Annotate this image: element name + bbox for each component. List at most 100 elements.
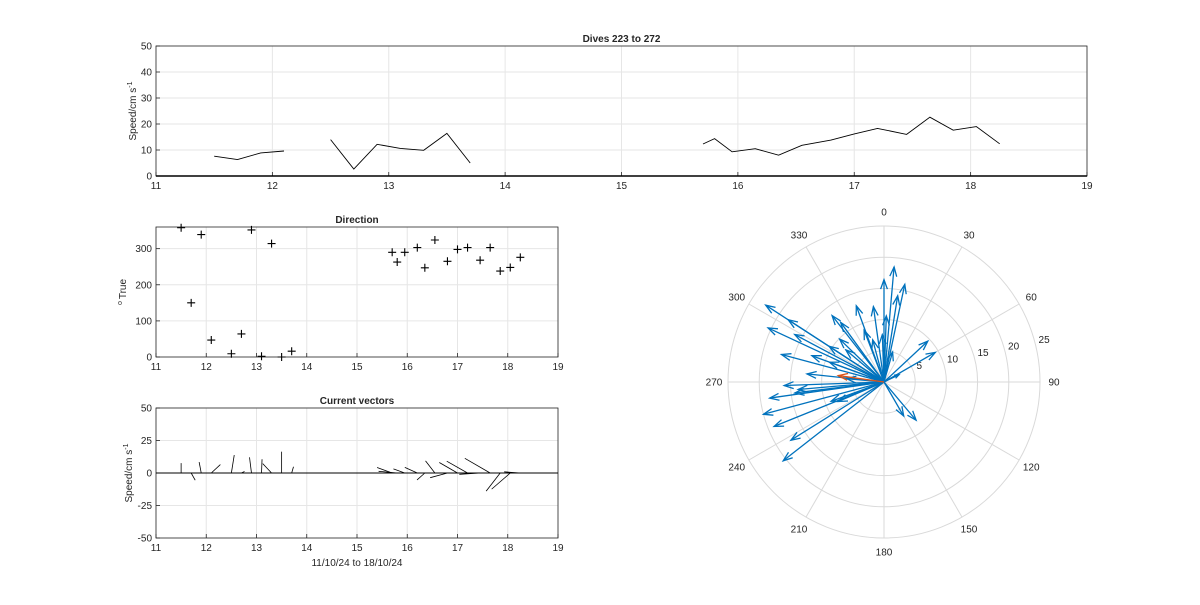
direction-point xyxy=(257,352,266,361)
compass-panel: 0 30 60 90 120 150 180 210 240 270 300 330 5 10 15 20 25 xyxy=(706,208,1060,559)
direction-point xyxy=(463,243,472,252)
compass-vector-head xyxy=(796,384,809,393)
y-tick-label: 40 xyxy=(141,68,153,79)
direction-point xyxy=(247,225,256,234)
compass-vector-shaft xyxy=(781,353,885,383)
compass-vector-shaft xyxy=(883,340,929,383)
compass-mean-vector xyxy=(836,372,885,383)
angle-tick-label: 300 xyxy=(728,293,745,304)
angle-tick-label: 270 xyxy=(706,378,723,389)
compass-vector xyxy=(766,327,885,383)
current-vector-stick xyxy=(190,472,196,481)
current-vector-stick xyxy=(464,457,491,474)
direction-point xyxy=(393,258,402,267)
compass-vector-shaft xyxy=(839,338,885,383)
compass-vector-shaft xyxy=(790,381,885,441)
direction-point xyxy=(413,243,422,252)
radial-tick-label: 5 xyxy=(916,361,922,372)
angular-gridline xyxy=(883,381,1020,461)
current-vector-stick xyxy=(241,471,245,474)
compass-vector-head xyxy=(863,328,872,341)
current-vector-stick xyxy=(393,468,405,474)
x-tick-label: 14 xyxy=(500,181,512,192)
compass-vector-shaft xyxy=(883,351,936,383)
compass-vector-head xyxy=(892,293,901,306)
compass-vector xyxy=(761,381,885,416)
x-tick-label: 16 xyxy=(402,543,414,554)
compass-vector-shaft xyxy=(767,327,885,383)
x-tick-label: 13 xyxy=(251,543,263,554)
direction-point xyxy=(177,223,186,232)
angle-tick-label: 210 xyxy=(791,525,808,536)
current-vector-stick xyxy=(504,471,521,474)
x-tick-label: 17 xyxy=(452,362,464,373)
direction-point xyxy=(453,245,462,254)
angular-gridline xyxy=(883,246,963,383)
direction-point xyxy=(237,329,246,338)
compass-vector-head xyxy=(793,333,805,343)
y-tick-label: 200 xyxy=(135,280,152,291)
y-axis-label-superscript: -1 xyxy=(123,443,130,449)
compass-vector xyxy=(830,314,885,383)
x-tick-label: 11 xyxy=(151,362,162,373)
y-tick-label: 0 xyxy=(146,172,152,183)
panel-title: Direction xyxy=(335,215,378,226)
y-tick-label: 10 xyxy=(141,146,153,157)
direction-panel: 11 12 13 14 15 16 17 18 19 0 100 200 300 Direction oTr… xyxy=(117,215,564,373)
y-tick-label: -50 xyxy=(138,534,153,545)
current-vector-stick xyxy=(378,470,398,474)
panel-title: Dives 223 to 272 xyxy=(583,34,661,45)
x-tick-label: 12 xyxy=(267,181,279,192)
compass-vector-shaft xyxy=(782,381,885,462)
compass-vector-shaft xyxy=(763,381,885,415)
x-tick-label: 14 xyxy=(301,362,313,373)
x-tick-label: 17 xyxy=(452,543,464,554)
compass-vector-head xyxy=(789,431,801,442)
compass-vector xyxy=(796,381,885,393)
compass-vector xyxy=(883,282,907,383)
current-vector-stick xyxy=(291,466,294,474)
compass-vector-shaft xyxy=(872,306,885,383)
compass-vector xyxy=(782,381,885,390)
compass-vector-head xyxy=(782,381,794,390)
compass-vector xyxy=(829,381,885,402)
angle-tick-label: 330 xyxy=(791,230,808,241)
compass-vector-head xyxy=(761,408,774,416)
compass-vector xyxy=(879,277,889,382)
current-vector-stick xyxy=(416,472,426,481)
compass-vector xyxy=(767,381,885,401)
compass-vector-shaft xyxy=(883,295,899,383)
angle-tick-label: 240 xyxy=(728,463,745,474)
compass-vector-head xyxy=(898,282,907,295)
angular-gridline xyxy=(748,381,885,461)
compass-vector-head xyxy=(844,375,857,384)
y-axis-label: oTrue xyxy=(117,279,129,306)
compass-vector-head xyxy=(879,277,889,290)
compass-vector-head xyxy=(810,355,822,363)
current-vector-stick xyxy=(404,467,418,474)
compass-mean-vector-head xyxy=(836,372,849,381)
compass-vector xyxy=(781,381,885,462)
compass-vector-shaft xyxy=(794,333,885,383)
current-vector-stick xyxy=(262,463,272,474)
current-vector-stick xyxy=(485,472,501,492)
compass-vector xyxy=(838,337,885,383)
direction-point xyxy=(207,336,216,345)
direction-point xyxy=(388,248,397,257)
compass-vector-head xyxy=(844,348,856,359)
current-vector-stick xyxy=(439,462,458,474)
angular-gridline xyxy=(805,246,885,383)
compass-vector-shaft xyxy=(829,361,885,383)
compass-vector-head xyxy=(766,327,779,336)
compass-vector-head xyxy=(829,394,842,402)
direction-point xyxy=(486,243,495,252)
x-tick-label: 19 xyxy=(552,543,564,554)
compass-vector xyxy=(827,361,885,383)
compass-vector-head xyxy=(827,361,840,370)
angular-gridline xyxy=(805,381,885,518)
x-tick-label: 15 xyxy=(351,543,363,554)
x-tick-label: 15 xyxy=(616,181,628,192)
compass-vector-shaft xyxy=(855,305,885,383)
angular-gridline xyxy=(748,303,885,383)
